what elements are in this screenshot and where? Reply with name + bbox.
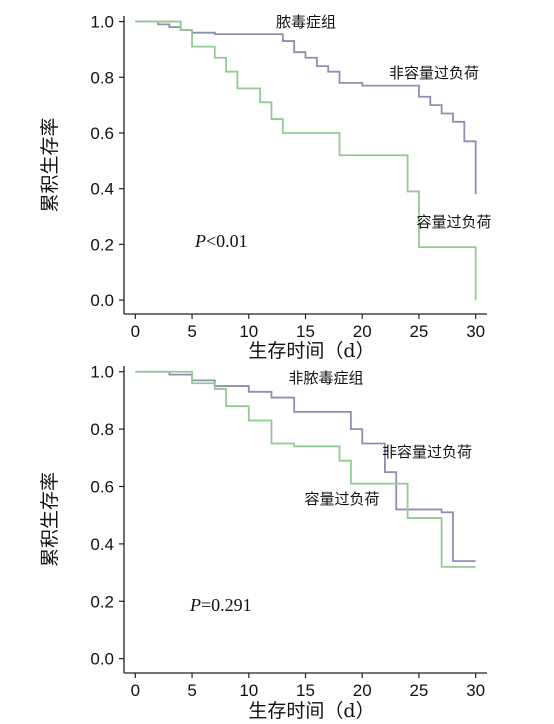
x-tick-label: 25 bbox=[409, 681, 428, 700]
chart-title: 非脓毒症组 bbox=[288, 369, 363, 387]
x-tick-label: 30 bbox=[466, 681, 485, 700]
chart-panel-2: 0.0 0.2 0.4 0.6 0.8 1.0 0 5 10 15 20 25 30 生存时间（d） 累积生… bbox=[39, 363, 487, 722]
y-tick-label: 0.0 bbox=[90, 650, 114, 669]
series-line-1 bbox=[135, 20, 477, 195]
y-tick-label: 0.6 bbox=[90, 124, 114, 143]
p-value-annotation: P=0.291 bbox=[189, 595, 252, 615]
x-tick-label: 20 bbox=[353, 681, 372, 700]
x-tick-label: 15 bbox=[296, 322, 315, 341]
y-tick-label: 0.2 bbox=[90, 592, 114, 611]
x-tick-label: 25 bbox=[409, 322, 428, 341]
p-value-text: <0.01 bbox=[206, 231, 248, 251]
x-tick-label: 0 bbox=[131, 681, 140, 700]
x-tick-label: 10 bbox=[239, 322, 258, 341]
y-tick-label: 0.6 bbox=[90, 478, 114, 497]
p-value-text: =0.291 bbox=[201, 595, 252, 615]
y-axis-title: 累积生存率 bbox=[39, 117, 61, 212]
x-axis-title: 生存时间（d） bbox=[248, 340, 374, 362]
series-line-1 bbox=[135, 370, 476, 563]
series-label-2: 容量过负荷 bbox=[304, 490, 379, 508]
y-tick-label: 0.0 bbox=[90, 291, 114, 310]
y-tick-label: 0.8 bbox=[90, 420, 114, 439]
y-tick-label: 1.0 bbox=[90, 363, 114, 382]
y-tick-label: 0.4 bbox=[90, 535, 114, 554]
series-label-2: 容量过负荷 bbox=[416, 213, 491, 231]
x-tick-label: 5 bbox=[187, 322, 196, 341]
x-tick-label: 5 bbox=[187, 681, 196, 700]
p-value-annotation: P<0.01 bbox=[194, 231, 248, 251]
series-line-2 bbox=[135, 20, 477, 301]
x-tick-label: 20 bbox=[353, 322, 372, 341]
x-tick-label: 0 bbox=[131, 322, 140, 341]
series-label-1: 非容量过负荷 bbox=[382, 443, 472, 461]
series-label-1: 非容量过负荷 bbox=[389, 64, 479, 82]
p-value-symbol: P bbox=[189, 595, 201, 615]
chart-panel-1: 0.0 0.2 0.4 0.6 0.8 1.0 0 5 10 15 20 25 30 生存时间（d） 累积生… bbox=[39, 13, 492, 362]
chart-title: 脓毒症组 bbox=[276, 13, 336, 31]
y-tick-label: 0.2 bbox=[90, 235, 114, 254]
x-tick-label: 10 bbox=[239, 681, 258, 700]
x-tick-label: 30 bbox=[466, 322, 485, 341]
y-tick-label: 1.0 bbox=[90, 13, 114, 32]
y-tick-label: 0.4 bbox=[90, 180, 114, 199]
y-tick-label: 0.8 bbox=[90, 68, 114, 87]
series-line-2 bbox=[135, 370, 476, 568]
x-axis-title: 生存时间（d） bbox=[248, 700, 374, 722]
p-value-symbol: P bbox=[194, 231, 206, 251]
y-axis-title: 累积生存率 bbox=[39, 472, 61, 567]
x-tick-label: 15 bbox=[296, 681, 315, 700]
